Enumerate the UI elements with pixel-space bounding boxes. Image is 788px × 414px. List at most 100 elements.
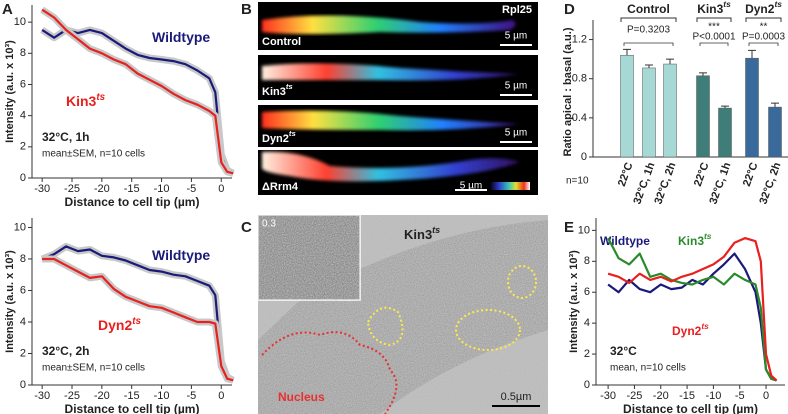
group-label: Kin3ts xyxy=(697,0,731,16)
outline xyxy=(507,265,537,299)
cell xyxy=(262,15,516,34)
strip-label: Kin3ts xyxy=(262,82,293,98)
y-axis-label: Ratio apical : basal (a.u.) xyxy=(562,27,574,156)
series-label: Kin3ts xyxy=(678,231,712,248)
x-axis-label: Distance to cell tip (µm) xyxy=(623,402,758,414)
x-tick-label: 0 xyxy=(218,183,224,195)
x-tick-label: -25 xyxy=(64,183,80,195)
x-tick-label: -30 xyxy=(34,390,50,402)
annotation: 32°C, 1h xyxy=(42,130,89,144)
group-label: Dyn2ts xyxy=(745,0,782,16)
label: Kin3 xyxy=(66,93,97,109)
y-tick-label: 0.4 xyxy=(572,112,587,124)
label: Dyn2 xyxy=(98,317,132,333)
superscript: ts xyxy=(132,316,141,327)
bar xyxy=(663,63,677,158)
series-line xyxy=(41,245,234,382)
y-tick-label: 6 xyxy=(584,286,590,298)
scale-label: 5 µm xyxy=(460,181,482,192)
group-bracket xyxy=(696,17,732,22)
y-tick-label: 8 xyxy=(20,47,26,59)
outline xyxy=(455,309,521,351)
label: Wildtype xyxy=(152,29,210,45)
x-tick-label: -15 xyxy=(124,183,140,195)
scale-label: 5 µm xyxy=(505,31,527,42)
scale-label: 5 µm xyxy=(505,81,527,92)
nucleus-outline xyxy=(261,331,398,414)
cell xyxy=(262,110,520,131)
bar xyxy=(745,57,759,158)
x-tick-label: -10 xyxy=(154,183,170,195)
error-bar xyxy=(748,49,756,59)
panel-label: A xyxy=(2,1,13,18)
group-bracket xyxy=(620,17,677,22)
label: ΔRrm4 xyxy=(262,181,299,193)
scale-label: 0.5µm xyxy=(501,391,532,403)
stat-bracket xyxy=(748,42,779,46)
superscript: ts xyxy=(286,82,294,91)
x-tick-label: -15 xyxy=(679,390,695,402)
y-tick-label: 10 xyxy=(578,224,590,236)
color-scale xyxy=(490,182,530,190)
y-tick-label: 0 xyxy=(584,379,590,391)
group-bracket xyxy=(745,17,782,22)
label: Kin3 xyxy=(678,234,704,248)
vesicle-outlines xyxy=(366,265,537,351)
x-tick-label: 0 xyxy=(218,390,224,402)
bar xyxy=(642,67,656,158)
x-tick-label: -20 xyxy=(94,183,110,195)
x-tick-label: -5 xyxy=(187,183,197,195)
x-tick-label: 0 xyxy=(763,390,769,402)
x-tick-label: -25 xyxy=(626,390,642,402)
annotation: 32°C, 2h xyxy=(42,344,89,358)
series-label: Dyn2ts xyxy=(672,321,709,338)
stat-bracket xyxy=(699,42,729,46)
superscript: ts xyxy=(289,129,297,138)
stat-label: *** xyxy=(708,22,720,33)
x-tick-label: -5 xyxy=(187,390,197,402)
y-axis-label: Intensity (a.u. x 10³) xyxy=(4,40,16,143)
y-tick-label: 10 xyxy=(14,221,26,233)
series-label: Wildtype xyxy=(600,234,650,248)
series-line xyxy=(41,8,234,175)
superscript: ts xyxy=(723,0,731,9)
y-axis-label: Intensity (a.u. x 10³) xyxy=(4,250,16,353)
label: Kin3 xyxy=(697,2,723,16)
label: Dyn2 xyxy=(262,133,289,145)
bar xyxy=(620,54,634,158)
y-tick-label: 4 xyxy=(20,316,26,328)
nucleus-label: Nucleus xyxy=(278,390,325,404)
superscript: ts xyxy=(432,225,440,235)
series-line xyxy=(607,252,777,382)
series-line xyxy=(41,28,234,175)
y-tick-label: 1.2 xyxy=(572,33,587,45)
x-tick-label: -15 xyxy=(124,390,140,402)
error-bar xyxy=(721,105,729,109)
cell xyxy=(262,63,520,81)
label: Dyn2 xyxy=(745,2,775,16)
x-tick-label: -5 xyxy=(735,390,745,402)
labels: A B C D E Rpl25 Kin3ts 0.3 Nucleus 0.5µm xyxy=(2,1,575,404)
n-label: n=10 xyxy=(566,176,589,187)
y-tick-label: 8 xyxy=(584,255,590,267)
y-tick-label: 2 xyxy=(584,348,590,360)
y-tick-label: 8 xyxy=(20,253,26,265)
y-tick-label: 2 xyxy=(20,141,26,153)
outline xyxy=(366,306,404,347)
error-bar xyxy=(699,72,707,76)
panel-label: C xyxy=(241,219,252,236)
y-tick-label: 4 xyxy=(20,110,26,122)
series-label: Dyn2ts xyxy=(98,316,141,333)
x-tick-label: 22°C xyxy=(616,161,636,188)
series-label: Kin3ts xyxy=(66,92,106,109)
strip-label: Control xyxy=(262,36,301,48)
y-tick-label: 0 xyxy=(20,172,26,184)
x-tick-label: 22°C xyxy=(741,161,761,188)
stat-label: P=0.3203 xyxy=(627,25,671,36)
error-bar xyxy=(645,64,653,68)
inset-grain xyxy=(258,215,360,300)
label: Dyn2 xyxy=(672,324,702,338)
strip-label: Dyn2ts xyxy=(262,129,296,145)
y-tick-label: 2 xyxy=(20,347,26,359)
